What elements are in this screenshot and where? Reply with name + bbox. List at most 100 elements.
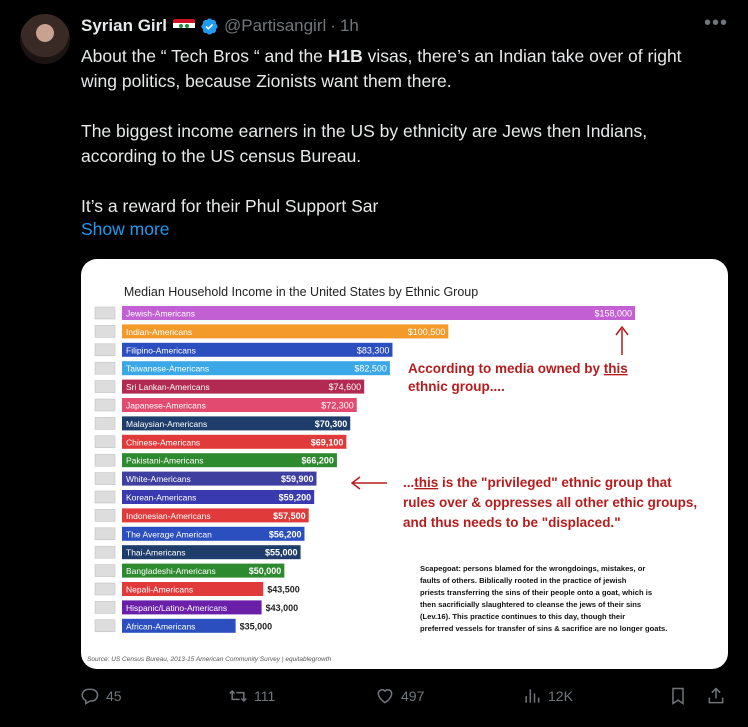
- bar-category-label: Indonesian-Americans: [126, 511, 211, 521]
- annotation-mid-line2: rules over & oppresses all other ethic g…: [403, 495, 697, 510]
- share-icon: [708, 687, 724, 704]
- bar: [122, 342, 393, 357]
- scapegoat-note-line: then sacrificially slaughtered to cleans…: [420, 600, 641, 609]
- bookmark-button[interactable]: [668, 686, 694, 706]
- bar-flag-icon: [94, 435, 116, 449]
- tweet-media-image[interactable]: Median Household Income in the United St…: [81, 259, 728, 669]
- bar: [122, 453, 337, 468]
- scapegoat-note-line: faults of others. Biblically rooted in t…: [420, 576, 627, 585]
- more-options-icon[interactable]: •••: [703, 12, 728, 34]
- bar: [122, 545, 301, 560]
- bar-category-label: Jewish-Americans: [126, 309, 195, 319]
- bar-value-label: $56,200: [269, 529, 302, 539]
- tweet-text: About the “ Tech Bros “ and the H1B visa…: [81, 44, 721, 219]
- bar-category-label: Malaysian-Americans: [126, 419, 207, 429]
- bar: [122, 379, 365, 394]
- bar-flag-icon: [94, 325, 116, 338]
- share-button[interactable]: [706, 686, 732, 706]
- bar-flag-icon: [94, 306, 116, 320]
- like-button[interactable]: 497: [375, 686, 424, 706]
- annotation-mid-line3: and thus needs to be "displaced.": [403, 515, 621, 530]
- tweet-paragraph-3: It’s a reward for their Phul Support Sar: [81, 196, 379, 216]
- separator-dot: ·: [330, 16, 336, 35]
- bar-category-label: Chinese-Americans: [126, 437, 200, 447]
- bar: [122, 306, 635, 320]
- bar-category-label: Japanese-Americans: [126, 401, 206, 411]
- bar-category-label: Thai-Americans: [126, 548, 186, 558]
- scapegoat-note-line: priests transferring the sins of their p…: [420, 588, 652, 597]
- views-count: 12K: [548, 688, 573, 704]
- bar-value-label: $43,000: [266, 603, 299, 613]
- avatar[interactable]: [20, 14, 70, 64]
- bar-flag-icon: [94, 343, 116, 357]
- bar-value-label: $83,300: [357, 345, 390, 355]
- bar-flag-icon: [94, 472, 116, 485]
- reply-button[interactable]: 45: [80, 686, 122, 706]
- reply-icon: [81, 688, 99, 705]
- bar: [122, 361, 390, 376]
- bar-category-label: Bangladeshi-Americans: [126, 566, 216, 576]
- bar-value-label: $158,000: [594, 309, 632, 319]
- bar-flag-icon: [94, 398, 116, 412]
- bar-flag-icon: [94, 380, 116, 393]
- chart-source: Source: US Census Bureau, 2013-15 Americ…: [87, 656, 332, 663]
- bar-category-label: African-Americans: [126, 621, 195, 631]
- bar-flag-icon: [94, 527, 116, 541]
- bar: [122, 563, 285, 578]
- annotation-top-line1: According to media owned by this: [408, 361, 628, 376]
- retweet-button[interactable]: 111: [228, 686, 275, 706]
- bar-flag-icon: [94, 619, 116, 633]
- bar-value-label: $57,500: [273, 511, 306, 521]
- tweet-header: Syrian Girl @Partisangirl · 1h: [81, 16, 359, 36]
- reply-count: 45: [106, 688, 122, 704]
- arrow-up-head: [615, 325, 629, 336]
- bar-category-label: Sri Lankan-Americans: [126, 382, 210, 392]
- bar-flag-icon: [94, 453, 116, 467]
- bar-value-label: $70,300: [315, 419, 348, 429]
- retweet-icon: [229, 689, 247, 703]
- timestamp[interactable]: 1h: [339, 16, 359, 35]
- bar-category-label: Pakistani-Americans: [126, 456, 203, 466]
- bar: [122, 416, 351, 431]
- bar-flag-icon: [94, 601, 116, 614]
- bar-category-label: Taiwanese-Americans: [126, 364, 209, 374]
- bar: [122, 434, 347, 449]
- views-button[interactable]: 12K: [522, 686, 573, 706]
- bar-flag-icon: [94, 582, 116, 596]
- bar-flag-icon: [94, 490, 116, 504]
- bar-value-label: $100,500: [408, 327, 446, 337]
- bar: [122, 508, 309, 523]
- annotation-top-line2: ethnic group....: [408, 379, 505, 394]
- bar-value-label: $35,000: [240, 621, 273, 631]
- author-name[interactable]: Syrian Girl: [81, 16, 167, 35]
- bar-value-label: $74,600: [329, 382, 362, 392]
- bar-category-label: Filipino-Americans: [126, 345, 196, 355]
- tweet-text-bold: H1B: [327, 46, 363, 66]
- tweet-actions: 45 111 497 12K: [0, 686, 748, 716]
- bar-value-label: $66,200: [301, 456, 334, 466]
- bar-flag-icon: [94, 545, 116, 559]
- verified-badge-icon[interactable]: [200, 17, 219, 36]
- tweet-text-part: visas, there’s an Indian take over of ri…: [81, 46, 682, 91]
- bar: [122, 618, 236, 633]
- bar-value-label: $82,500: [354, 364, 387, 374]
- tweet-paragraph-2: The biggest income earners in the US by …: [81, 121, 648, 166]
- bar-flag-icon: [94, 361, 116, 375]
- bar-value-label: $50,000: [249, 566, 282, 576]
- author-handle[interactable]: @Partisangirl: [223, 16, 327, 35]
- annotation-mid-line1: ...this is the "privileged" ethnic group…: [403, 475, 672, 490]
- bar: [122, 324, 449, 339]
- retweet-count: 111: [254, 688, 276, 704]
- views-icon: [525, 689, 540, 703]
- scapegoat-note-line: preferred vessels for transfer of sins &…: [420, 624, 667, 633]
- bar-value-label: $59,900: [281, 474, 314, 484]
- bar-category-label: Korean-Americans: [126, 493, 196, 503]
- bar-value-label: $69,100: [311, 437, 344, 447]
- bookmark-icon: [672, 687, 684, 705]
- bar: [122, 490, 315, 504]
- scapegoat-note-line: Scapegoat: persons blamed for the wrongd…: [420, 564, 645, 573]
- like-count: 497: [401, 688, 425, 704]
- bar-value-label: $72,300: [321, 401, 354, 411]
- show-more-link[interactable]: Show more: [81, 219, 170, 239]
- bar-value-label: $43,500: [267, 585, 300, 595]
